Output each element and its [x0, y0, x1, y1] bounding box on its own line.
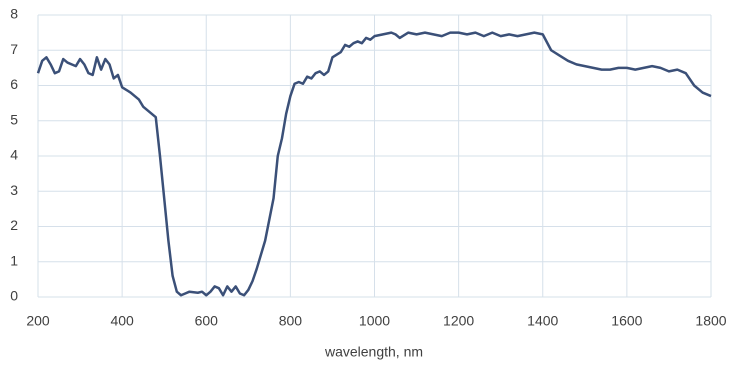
x-tick-label: 1200 — [443, 313, 474, 329]
x-tick-label: 1000 — [359, 313, 390, 329]
x-tick-label: 800 — [279, 313, 303, 329]
y-tick-label: 7 — [10, 41, 18, 57]
y-tick-label: 4 — [10, 147, 18, 163]
y-tick-label: 6 — [10, 76, 18, 92]
x-tick-label: 1600 — [611, 313, 642, 329]
x-tick-label: 1400 — [527, 313, 558, 329]
x-tick-label: 1800 — [695, 313, 726, 329]
data-line — [36, 31, 712, 297]
x-tick-label: 600 — [195, 313, 219, 329]
y-tick-label: 2 — [10, 217, 18, 233]
x-tick-label: 400 — [110, 313, 134, 329]
y-tick-label: 5 — [10, 111, 18, 127]
y-tick-label: 3 — [10, 182, 18, 198]
x-axis-label: wavelength, nm — [324, 344, 423, 360]
y-tick-label: 0 — [10, 288, 18, 304]
y-tick-label: 1 — [10, 252, 18, 268]
x-tick-label: 200 — [26, 313, 50, 329]
y-tick-label: 8 — [10, 6, 18, 22]
